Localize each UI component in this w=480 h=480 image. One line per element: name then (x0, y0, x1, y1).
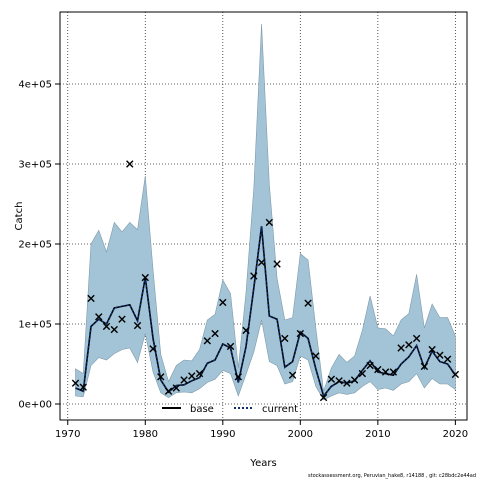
footer-note: stockassessment.org, Peruvian_hake8, r14… (308, 473, 476, 479)
observed-point-1984 (172, 384, 180, 392)
observed-point-1975 (102, 322, 111, 331)
x-tick-label-2: 1990 (210, 429, 235, 440)
observed-point-2005 (335, 377, 343, 385)
observed-point-1999 (288, 371, 297, 379)
x-tick-label-5: 2020 (443, 429, 468, 440)
x-tick-label-3: 2000 (288, 429, 313, 440)
observed-point-2001 (304, 299, 312, 307)
observed-point-2007 (350, 376, 359, 384)
observed-point-2012 (389, 368, 398, 376)
observed-point-2015 (412, 334, 421, 343)
observed-point-2008 (358, 369, 367, 378)
observed-point-1972 (79, 383, 87, 391)
observed-point-2013 (397, 344, 405, 352)
observed-point-2017 (428, 345, 436, 354)
y-axis: 0e+00 1e+05 2e+05 3e+05 4e+05 (18, 80, 60, 411)
x-tick-label-4: 2010 (365, 429, 390, 440)
y-tick-label-4: 4e+05 (18, 80, 52, 91)
observed-point-1994 (250, 272, 258, 280)
observed-point-1974 (95, 313, 103, 321)
observed-point-1985 (180, 376, 188, 384)
observed-point-2016 (420, 362, 429, 371)
observed-point-1976 (110, 325, 118, 334)
observed-point-1998 (281, 334, 289, 343)
observed-point-2000 (296, 329, 305, 338)
x-tick-label-0: 1970 (55, 429, 80, 440)
y-tick-label-1: 1e+05 (18, 320, 52, 331)
observed-point-1997 (273, 260, 281, 268)
observed-point-1980 (141, 273, 149, 282)
observed-point-1992 (234, 373, 242, 381)
observed-point-1982 (157, 373, 165, 381)
observed-point-1990 (219, 298, 227, 307)
observed-point-1986 (188, 372, 196, 380)
observed-point-2002 (312, 352, 320, 360)
y-tick-label-0: 0e+00 (18, 400, 52, 411)
observed-point-2011 (381, 368, 390, 376)
observed-point-1977 (118, 315, 126, 323)
observed-point-2020 (451, 370, 460, 379)
observed-point-1978 (126, 160, 134, 168)
legend-base-label: base (190, 404, 214, 415)
plot-area (71, 23, 460, 402)
observed-point-1995 (257, 258, 266, 267)
observed-point-2004 (327, 375, 336, 383)
plot-frame (59, 11, 468, 421)
x-axis: 1970 1980 1990 2000 2010 2020 (55, 420, 468, 440)
x-tick-label-1: 1980 (133, 429, 158, 440)
observed-point-1988 (203, 337, 211, 345)
y-axis-title: Catch (14, 202, 25, 231)
observed-point-1993 (242, 326, 250, 335)
observed-point-1979 (133, 321, 142, 330)
observed-point-2009 (366, 361, 374, 370)
observed-point-1991 (226, 342, 235, 351)
confidence-band (75, 23, 456, 401)
observed-point-1996 (265, 218, 274, 227)
series-line-current (75, 226, 457, 398)
observed-point-1973 (87, 294, 95, 303)
observed-point-1989 (211, 329, 219, 338)
observed-point-1987 (195, 369, 204, 378)
observed-point-2010 (374, 365, 382, 374)
observed-point-2014 (405, 341, 413, 349)
observed-point-1981 (149, 345, 157, 353)
legend-current-label: current (262, 404, 298, 415)
x-axis-title: Years (249, 458, 276, 469)
observed-point-2019 (443, 355, 452, 363)
observed-point-2006 (343, 379, 351, 387)
observed-point-1971 (71, 379, 80, 387)
y-tick-label-3: 3e+05 (18, 160, 52, 171)
observed-point-2018 (436, 351, 444, 359)
legend: base current (162, 404, 298, 415)
y-tick-label-2: 2e+05 (18, 240, 52, 251)
observed-point-1983 (164, 387, 173, 395)
observed-point-2003 (319, 393, 328, 402)
